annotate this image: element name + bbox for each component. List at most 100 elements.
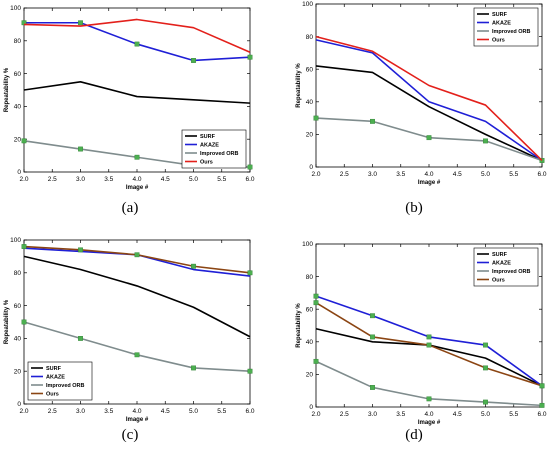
data-point — [247, 270, 253, 276]
x-tick-label: 5.5 — [509, 411, 518, 418]
chart-panel-a: 2.0 2.5 3.0 3.5 4.0 4.5 5.0 5.5 6.0 0 20 40 60 80 100 I… — [4, 5, 255, 191]
y-tick-label: 20 — [306, 132, 314, 139]
data-point — [191, 365, 196, 371]
y-tick-label: 100 — [302, 1, 313, 8]
x-tick-label: 2.0 — [19, 176, 28, 183]
series-improved-orb — [313, 358, 545, 408]
y-tick-label: 60 — [14, 71, 22, 78]
data-point — [313, 300, 319, 306]
legend-entry: SURF — [46, 366, 62, 372]
legend: SURF AKAZE Improved ORB Ours — [473, 247, 539, 287]
x-tick-label: 3.5 — [104, 176, 113, 183]
x-tick-label: 2.5 — [48, 408, 57, 415]
y-tick-label: 20 — [14, 368, 22, 375]
data-point — [78, 336, 83, 341]
series-ours — [21, 244, 253, 276]
y-tick-label: 20 — [306, 372, 314, 379]
data-point — [191, 58, 196, 63]
data-point — [370, 118, 375, 124]
y-tick-label: 80 — [306, 34, 314, 41]
data-point — [370, 385, 375, 390]
y-axis-label: Repeatability % — [296, 63, 302, 108]
legend: SURF AKAZE Improved ORB Ours — [27, 361, 93, 401]
x-tick-label: 5.0 — [481, 411, 490, 418]
y-tick-label: 100 — [10, 237, 21, 244]
data-point — [483, 399, 488, 405]
y-tick-label: 40 — [14, 336, 22, 343]
data-point — [78, 247, 83, 253]
data-point — [370, 313, 375, 319]
y-axis-label: Repeatability % — [296, 303, 302, 348]
legend-entry: Improved ORB — [46, 383, 85, 389]
data-point — [21, 319, 27, 325]
legend-entry: AKAZE — [492, 261, 511, 267]
data-point — [483, 365, 488, 371]
y-tick-label: 40 — [14, 104, 22, 111]
y-tick-label: 80 — [14, 38, 22, 45]
y-tick-label: 60 — [306, 306, 314, 313]
panel-a-caption: (a) — [121, 200, 139, 216]
y-axis-label: Repeatability % — [4, 299, 10, 344]
y-tick-label: 0 — [17, 169, 21, 176]
x-tick-label: 3.0 — [368, 171, 377, 178]
data-point — [247, 164, 253, 170]
x-tick-label: 3.5 — [104, 408, 113, 415]
data-point — [21, 244, 27, 249]
data-point — [313, 115, 319, 121]
x-tick-label: 2.5 — [48, 176, 57, 183]
x-axis-label: Image # — [126, 417, 149, 423]
x-tick-label: 2.5 — [340, 171, 349, 178]
y-tick-label: 100 — [302, 241, 313, 248]
x-axis-label: Image # — [126, 185, 149, 191]
y-tick-label: 20 — [14, 136, 22, 143]
x-tick-label: 4.0 — [132, 408, 141, 415]
legend-entry: Ours — [492, 278, 505, 284]
data-point — [370, 334, 375, 340]
series-ours — [23, 18, 251, 54]
data-point — [426, 342, 432, 348]
legend: SURF AKAZE Improved ORB Ours — [473, 7, 539, 47]
legend-entry: AKAZE — [492, 21, 511, 27]
data-point — [21, 138, 27, 144]
x-tick-label: 5.5 — [509, 171, 518, 178]
legend: SURF AKAZE Improved ORB Ours — [181, 129, 247, 169]
x-axis-label: Image # — [418, 420, 441, 426]
legend-entry: Ours — [200, 160, 213, 166]
x-tick-label: 5.5 — [217, 408, 226, 415]
y-tick-label: 60 — [14, 303, 22, 310]
x-tick-label: 4.5 — [161, 176, 170, 183]
y-tick-label: 40 — [306, 339, 314, 346]
x-tick-label: 2.0 — [311, 171, 320, 178]
panel-c-caption: (c) — [121, 427, 139, 443]
legend-entry: Ours — [492, 38, 505, 44]
x-tick-label: 4.5 — [453, 411, 462, 418]
data-point — [539, 383, 545, 389]
y-tick-label: 80 — [14, 270, 22, 277]
data-point — [426, 334, 432, 340]
data-point — [426, 396, 432, 402]
y-tick-label: 100 — [10, 5, 21, 12]
series-improved-orb — [21, 319, 253, 374]
x-tick-label: 6.0 — [537, 411, 546, 418]
data-point — [483, 138, 488, 144]
legend-entry: AKAZE — [46, 375, 65, 381]
legend-entry: Improved ORB — [492, 29, 531, 35]
x-tick-label: 4.0 — [424, 171, 433, 178]
series-akaze — [21, 20, 253, 63]
legend-entry: SURF — [492, 252, 508, 258]
data-point — [483, 342, 488, 348]
x-tick-label: 3.0 — [368, 411, 377, 418]
data-point — [539, 402, 545, 408]
x-tick-label: 5.0 — [481, 171, 490, 178]
data-point — [134, 154, 140, 160]
x-tick-label: 2.5 — [340, 411, 349, 418]
x-tick-label: 2.0 — [311, 411, 320, 418]
series-ours — [313, 300, 545, 389]
x-tick-label: 3.5 — [396, 171, 405, 178]
legend-entry: Improved ORB — [200, 151, 239, 157]
data-point — [426, 135, 432, 141]
data-point — [313, 293, 319, 299]
y-tick-label: 0 — [17, 401, 21, 408]
x-tick-label: 6.0 — [537, 171, 546, 178]
